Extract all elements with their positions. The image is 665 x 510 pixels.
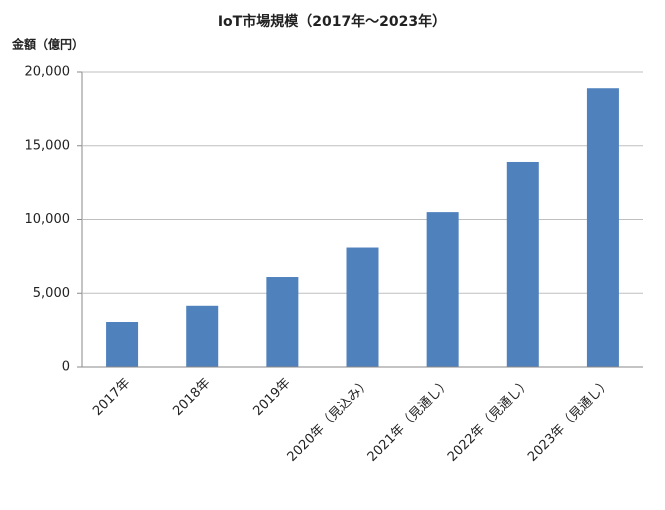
x-tick-label: 2022年（見通し） — [445, 376, 534, 465]
x-tick-label: 2017年 — [90, 376, 133, 419]
bar — [426, 212, 459, 367]
bar — [266, 277, 299, 367]
y-tick-label: 10,000 — [25, 212, 71, 227]
y-tick-label: 15,000 — [25, 138, 71, 153]
x-tick-label: 2023年（見通し） — [525, 376, 614, 465]
y-tick-label: 0 — [62, 360, 70, 375]
bar — [186, 305, 219, 367]
bar — [506, 161, 539, 367]
x-tick-label: 2020年（見込み） — [285, 376, 374, 465]
y-tick-label: 20,000 — [25, 65, 71, 80]
y-tick-label: 5,000 — [33, 286, 70, 301]
x-tick-label: 2018年 — [170, 376, 213, 419]
bar — [586, 88, 619, 367]
x-tick-label: 2021年（見通し） — [365, 376, 454, 465]
bar — [346, 247, 379, 367]
chart-title: IoT市場規模（2017年～2023年） — [218, 13, 446, 30]
bar — [106, 322, 139, 367]
x-tick-label: 2019年 — [250, 376, 293, 419]
y-axis-label: 金額（億円） — [11, 37, 84, 52]
